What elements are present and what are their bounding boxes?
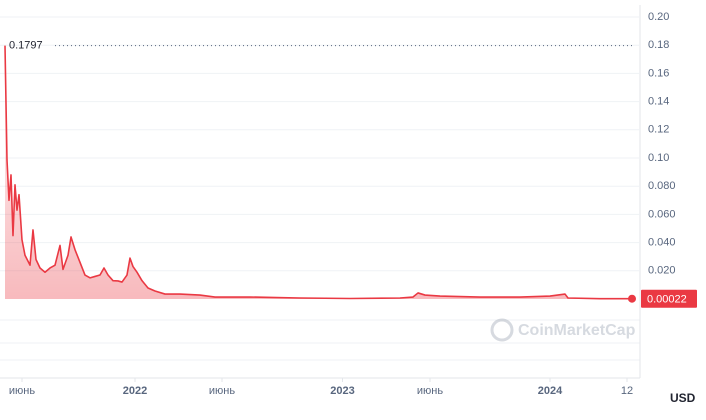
x-tick-label: 2022 [123, 385, 147, 397]
price-area [5, 45, 630, 300]
last-value-label: 0.00022 [647, 294, 687, 306]
watermark: CoinMarketCap [490, 318, 636, 342]
x-tick-label: 2024 [538, 385, 563, 397]
x-tick-label: июнь [417, 385, 443, 397]
x-tick-label: июнь [9, 385, 35, 397]
y-tick-label: 0.12 [648, 124, 669, 136]
x-tick-label: июнь [209, 385, 235, 397]
y-tick-label: 0.18 [648, 39, 669, 51]
max-label: 0.1797 [9, 40, 43, 52]
last-value-tag [641, 289, 697, 308]
y-tick-label: 0.060 [648, 208, 676, 220]
x-tick-label: 12 [621, 385, 633, 397]
y-tick-label: 0.020 [648, 265, 676, 277]
x-tick-label: 2023 [330, 385, 354, 397]
currency-label: USD [670, 391, 696, 405]
y-tick-label: 0.10 [648, 152, 669, 164]
y-tick-label: 0.040 [648, 237, 676, 249]
y-tick-label: 0.20 [648, 11, 669, 23]
watermark-text: CoinMarketCap [518, 322, 636, 339]
y-tick-label: 0.080 [648, 180, 676, 192]
last-point [628, 294, 636, 303]
price-line [4, 45, 631, 300]
y-tick-label: 0.14 [648, 96, 669, 108]
y-tick-label: 0.16 [648, 67, 669, 79]
watermark-logo [490, 318, 514, 342]
